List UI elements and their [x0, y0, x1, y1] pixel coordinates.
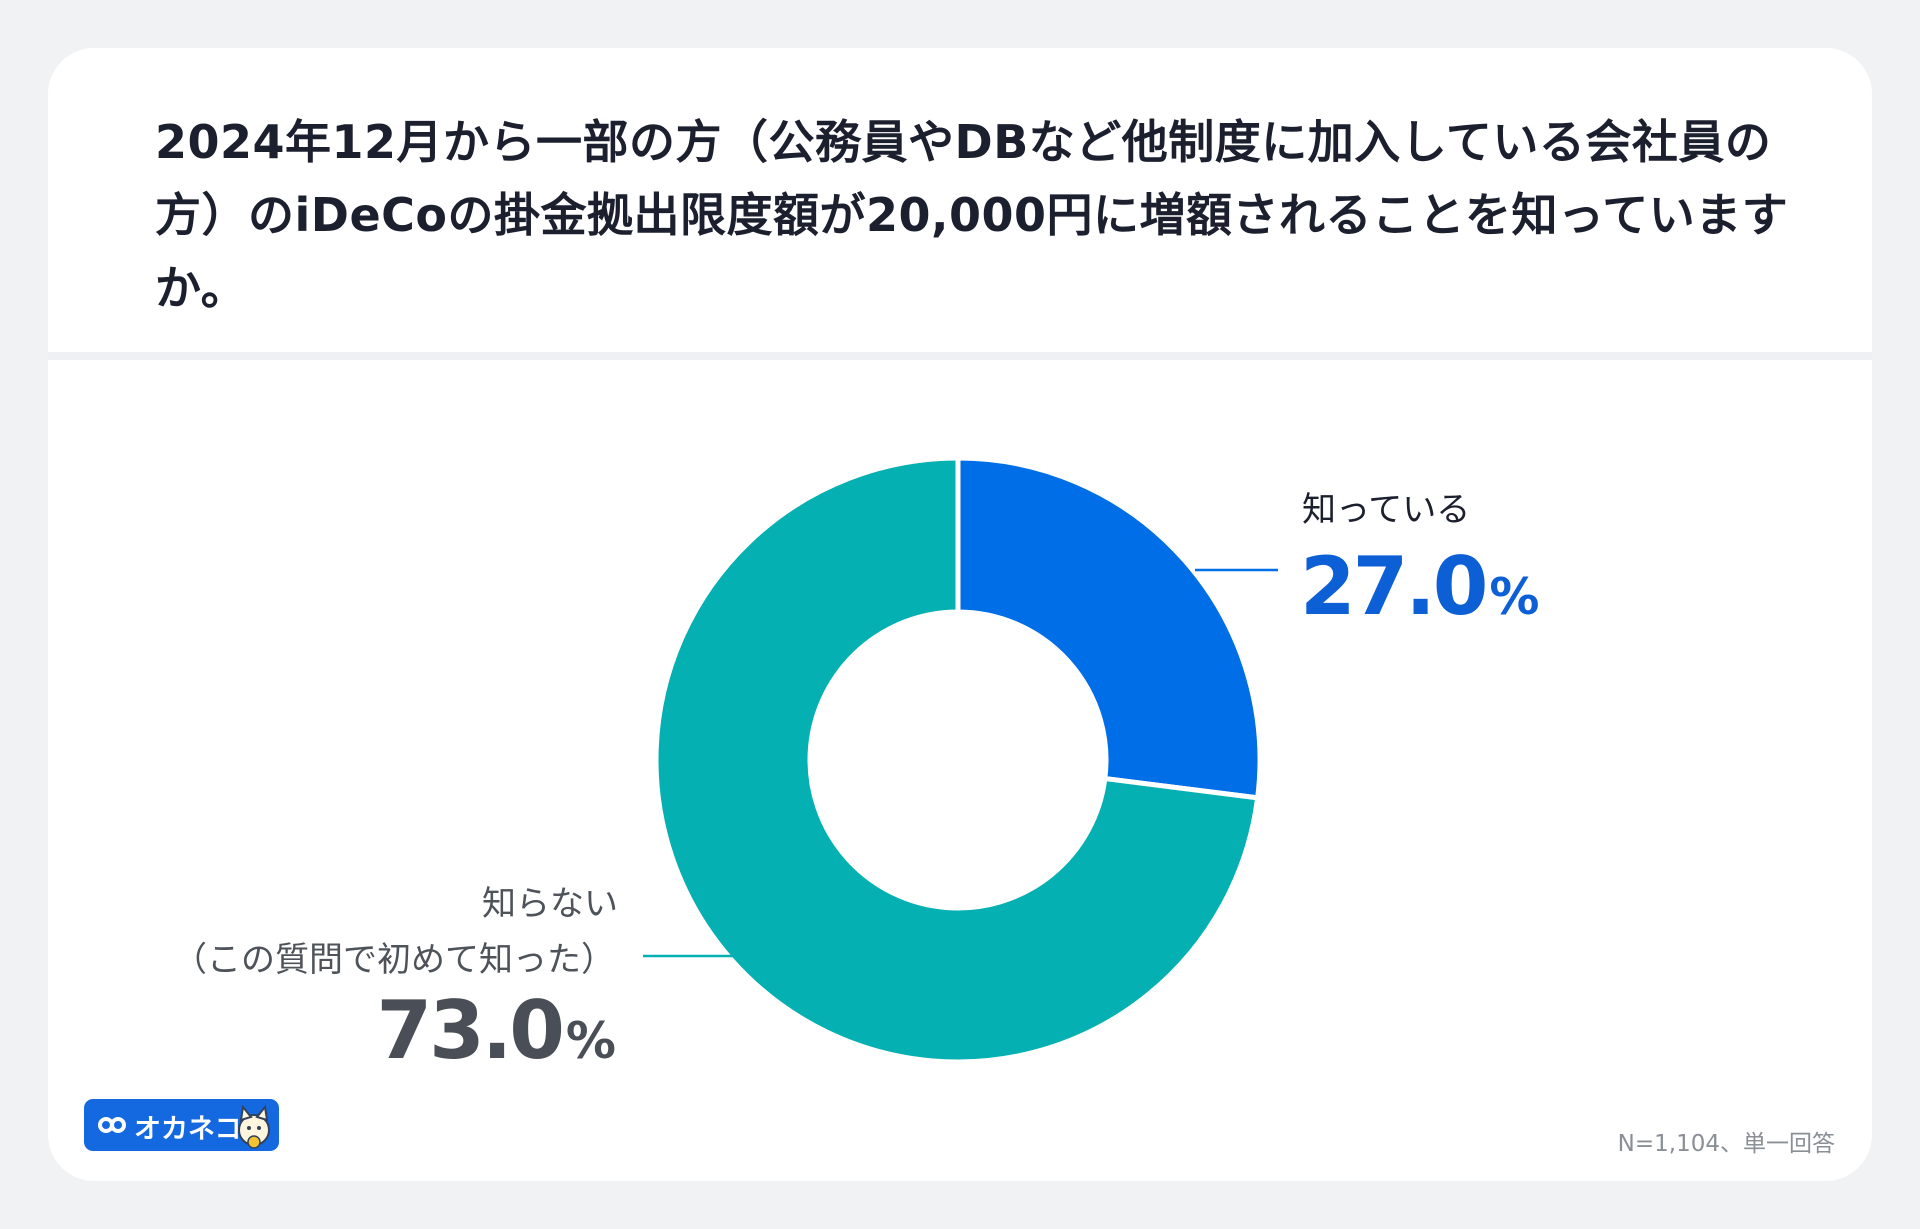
known-value-number: 27.0	[1300, 540, 1488, 633]
question-header: 2024年12月から一部の方（公務員やDBなど他制度に加入している会社員の方）の…	[48, 48, 1872, 352]
unknown-value-unit: %	[565, 1012, 616, 1070]
cat-mascot-icon	[238, 1104, 270, 1149]
known-value-unit: %	[1489, 568, 1540, 626]
logo-text: オカネコ	[134, 1114, 242, 1145]
known-value: 27.0%	[1300, 540, 1540, 633]
sample-note: N=1,104、単一回答	[1617, 1131, 1835, 1157]
known-label: 知っている	[1302, 490, 1471, 530]
slice-unknown	[653, 455, 1261, 1065]
logo-graphics	[98, 1104, 270, 1149]
header-divider	[48, 352, 1872, 360]
infinity-icon	[98, 1117, 126, 1133]
unknown-value: 73.0%	[377, 984, 617, 1077]
unknown-value-number: 73.0	[376, 984, 565, 1077]
question-title: 2024年12月から一部の方（公務員やDBなど他制度に加入している会社員の方）の…	[155, 115, 1789, 315]
unknown-label-line1: 知らない	[482, 884, 618, 924]
okaneko-logo: オカネコ	[84, 1099, 279, 1151]
unknown-label-line2: （この質問で初めて知った）	[173, 940, 615, 980]
slice-known	[955, 455, 1263, 801]
